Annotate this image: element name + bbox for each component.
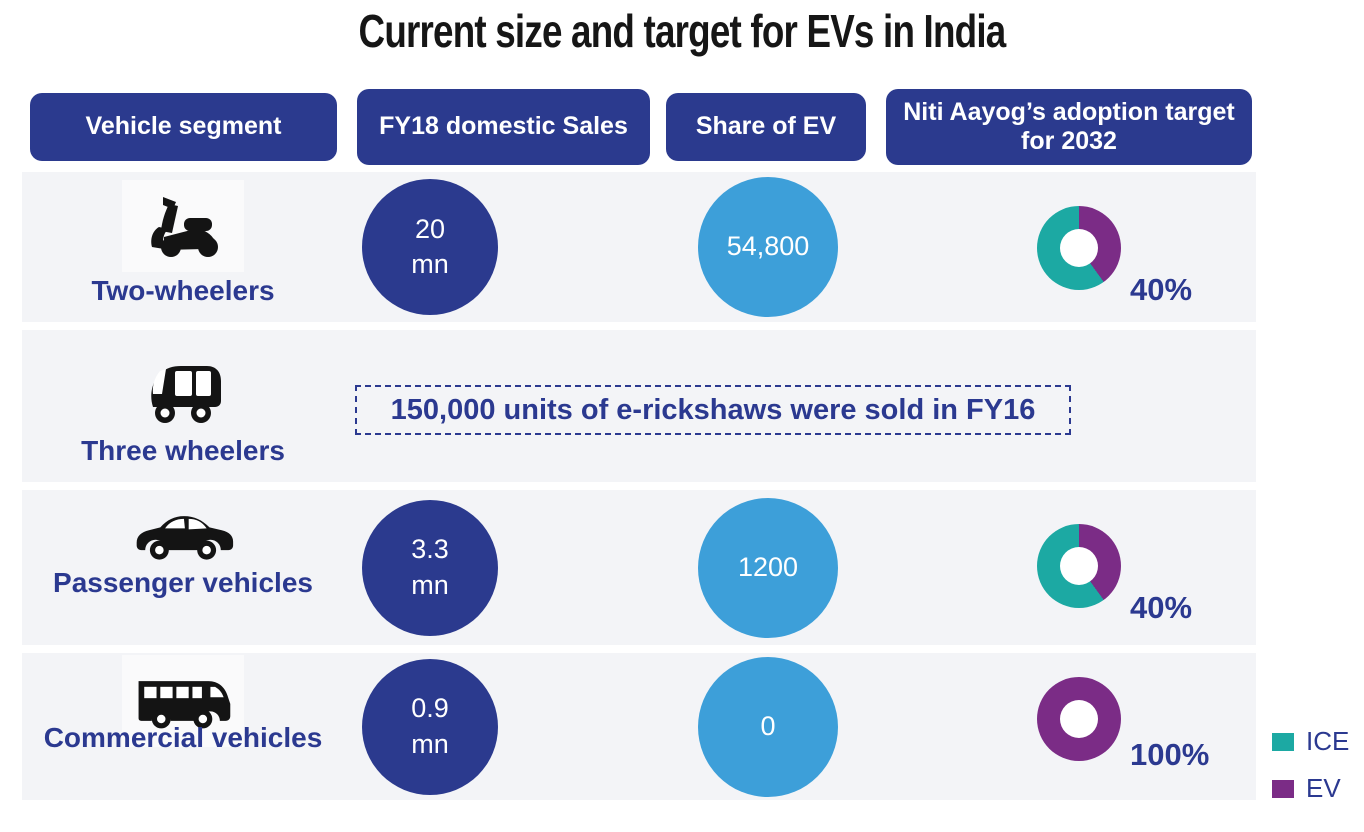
legend-label-ice: ICE [1306,726,1350,756]
donut-hole [1060,229,1098,267]
legend: ICE EV [1272,726,1349,804]
ev-share-circle: 1200 [698,497,838,638]
table-row-commercial-vehicles: Commercial vehicles 0.9 mn 0 100% [22,653,1256,800]
ev-share-value: 0 [760,710,776,741]
fy18-sales-circle: 20 mn [362,179,498,315]
target-percent-label: 100% [1130,737,1210,772]
target-donut-chart [1037,524,1121,608]
table-row-three-wheelers: Three wheelers 150,000 units of e-ricksh… [22,330,1256,482]
sales-value: 0.9 [411,693,449,724]
fy18-sales-circle: 3.3 mn [362,499,498,636]
sales-unit: mn [411,249,449,279]
legend-item-ice: ICE [1272,726,1349,757]
scooter-icon [122,180,244,272]
target-donut-chart [1037,206,1121,290]
auto-rickshaw-icon [122,346,244,438]
table-row-passenger-vehicles: Passenger vehicles 3.3 mn 1200 40% [22,490,1256,645]
target-donut-chart [1037,677,1121,761]
fy18-sales-circle: 0.9 mn [362,658,498,795]
ev-share-circle: 0 [698,656,838,797]
column-header-share-of-ev: Share of EV [666,93,866,161]
ev-share-value: 54,800 [726,231,810,262]
bus-icon [122,655,244,747]
ev-share-circle: 54,800 [698,177,838,317]
column-header-vehicle-segment: Vehicle segment [30,93,337,161]
e-rickshaw-note-box: 150,000 units of e-rickshaws were sold i… [355,385,1071,435]
column-header-fy18-sales: FY18 domestic Sales [357,89,650,165]
sales-unit: mn [411,569,449,600]
legend-label-ev: EV [1306,773,1341,803]
sales-value: 20 [414,213,446,244]
page-title: Current size and target for EVs in India [358,5,1007,57]
ev-share-value: 1200 [737,551,799,582]
sales-value: 3.3 [411,534,449,565]
segment-label: Passenger vehicles [53,567,313,598]
segment-label: Two-wheelers [91,275,275,306]
target-percent-label: 40% [1130,590,1193,625]
ice-color-swatch [1272,732,1294,751]
car-icon [122,500,244,570]
segment-label: Commercial vehicles [43,722,323,753]
segment-label: Three wheelers [81,435,285,466]
target-percent-label: 40% [1130,272,1193,307]
ev-color-swatch [1272,779,1294,798]
column-header-adoption-target: Niti Aayog’s adoption target for 2032 [886,89,1252,165]
donut-hole [1060,547,1098,585]
table-row-two-wheelers: Two-wheelers 20 mn 54,800 40% [22,172,1256,322]
legend-item-ev: EV [1272,773,1349,804]
donut-hole [1060,700,1098,738]
e-rickshaw-note-text: 150,000 units of e-rickshaws were sold i… [390,393,1036,426]
sales-unit: mn [411,728,449,759]
